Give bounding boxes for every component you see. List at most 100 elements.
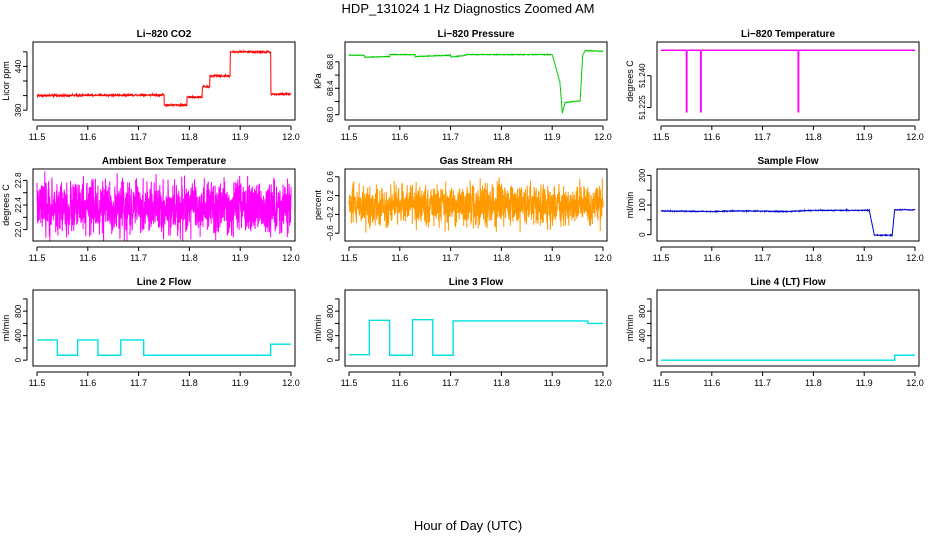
x-tick-label: 11.6 (79, 253, 96, 263)
series-line (348, 177, 604, 233)
chart-title: Sample Flow (757, 156, 818, 167)
x-tick-label: 11.7 (754, 253, 771, 263)
y-tick-label: 68.0 (326, 106, 335, 122)
x-tick-label: 12.0 (282, 132, 300, 142)
x-tick-label: 11.5 (29, 378, 46, 388)
y-tick-label: −0.2 (326, 206, 335, 222)
x-tick-label: 11.8 (805, 253, 822, 263)
x-tick-label: 11.8 (805, 132, 822, 142)
x-tick-label: 12.0 (282, 253, 300, 263)
series-line (349, 319, 603, 356)
y-tick-label: 0.6 (326, 171, 335, 183)
y-tick-label: 440 (14, 59, 23, 73)
plot-frame (32, 289, 296, 367)
x-tick-label: 11.7 (130, 253, 147, 263)
y-tick-label: 22.4 (14, 197, 23, 213)
x-tick-label: 11.9 (544, 378, 561, 388)
plot-frame (344, 168, 608, 242)
plot-frame (656, 289, 920, 367)
chart-title: Line 3 Flow (449, 277, 504, 288)
x-tick-label: 11.5 (653, 253, 670, 263)
chart-panel: Li−820 Pressure kPa 11.5 11.6 11.7 11.8 11.9 12… (313, 29, 612, 142)
y-tick-label: 380 (14, 103, 23, 117)
x-tick-label: 11.9 (856, 253, 873, 263)
x-tick-label: 11.7 (754, 378, 771, 388)
x-tick-label: 11.9 (232, 378, 249, 388)
chart-title: Li−820 CO2 (137, 29, 192, 40)
x-tick-label: 12.0 (594, 132, 612, 142)
x-tick-label: 11.6 (79, 378, 96, 388)
x-tick-label: 11.7 (130, 132, 147, 142)
figure-title: HDP_131024 1 Hz Diagnostics Zoomed AM (341, 1, 595, 16)
chart-panel: Sample Flow ml/min 11.5 11.6 11.7 11.8 11.9 12.… (625, 156, 924, 263)
y-tick-label: −0.6 (326, 225, 335, 241)
x-tick-label: 11.5 (29, 253, 46, 263)
series-line (661, 354, 915, 361)
y-tick-label: 400 (638, 328, 647, 342)
y-tick-label: 800 (14, 304, 23, 318)
x-tick-label: 11.8 (181, 132, 198, 142)
x-tick-label: 11.8 (493, 378, 510, 388)
x-tick-label: 12.0 (906, 378, 924, 388)
plot-frame (32, 41, 296, 121)
chart-panel: Li−820 Temperature degrees C 11.5 11.6 11.7 1… (625, 29, 924, 142)
y-tick-label: 22.8 (14, 172, 23, 188)
x-tick-label: 11.5 (341, 132, 358, 142)
x-tick-label: 12.0 (282, 378, 300, 388)
chart-title: Gas Stream RH (440, 156, 513, 167)
y-tick-label: 51.225 (638, 95, 647, 120)
x-tick-label: 11.7 (130, 378, 147, 388)
y-tick-label: 68.4 (326, 80, 335, 96)
y-tick-label: 400 (326, 328, 335, 342)
x-tick-label: 11.8 (181, 378, 198, 388)
x-tick-label: 11.7 (754, 132, 771, 142)
y-tick-label: 68.8 (326, 54, 335, 70)
figure-x-axis-label: Hour of Day (UTC) (413, 518, 523, 533)
plot-frame (656, 168, 920, 242)
x-tick-label: 12.0 (906, 253, 924, 263)
y-tick-label: 0 (638, 232, 647, 237)
y-axis-label: Licor ppm (1, 61, 11, 101)
y-tick-label: 0.2 (326, 189, 335, 201)
chart-panel: Line 3 Flow ml/min 11.5 11.6 11.7 11.8 11.9 12.… (313, 277, 612, 388)
chart-panel: Gas Stream RH percent 11.5 11.6 11.7 11.8 11.9… (313, 156, 612, 263)
x-tick-label: 11.8 (805, 378, 822, 388)
x-tick-label: 12.0 (594, 378, 612, 388)
series-line (37, 339, 291, 356)
x-tick-label: 11.6 (391, 132, 408, 142)
x-tick-label: 11.5 (29, 132, 46, 142)
x-tick-label: 11.6 (391, 378, 408, 388)
y-axis-label: degrees C (625, 60, 635, 102)
chart-title: Li−820 Pressure (438, 29, 515, 40)
plot-frame (32, 168, 296, 242)
chart-title: Ambient Box Temperature (102, 156, 227, 167)
x-tick-label: 11.6 (703, 378, 720, 388)
x-tick-label: 12.0 (906, 132, 924, 142)
y-tick-label: 51.240 (638, 63, 647, 88)
x-tick-label: 11.8 (181, 253, 198, 263)
x-tick-label: 11.6 (703, 132, 720, 142)
y-tick-label: 0 (14, 357, 23, 362)
chart-panel: Line 4 (LT) Flow ml/min 11.5 11.6 11.7 11.8 11… (625, 277, 924, 388)
series-line (348, 49, 604, 114)
x-tick-label: 11.5 (653, 132, 670, 142)
chart-title: Li−820 Temperature (741, 29, 835, 40)
y-axis-label: ml/min (625, 192, 635, 219)
x-tick-label: 11.9 (232, 253, 249, 263)
chart-title: Line 4 (LT) Flow (750, 277, 826, 288)
y-tick-label: 0 (638, 357, 647, 362)
x-tick-label: 11.8 (493, 132, 510, 142)
x-tick-label: 11.9 (856, 132, 873, 142)
x-tick-label: 11.9 (544, 132, 561, 142)
y-tick-label: 200 (638, 168, 647, 182)
x-tick-label: 11.5 (653, 378, 670, 388)
x-tick-label: 11.5 (341, 253, 358, 263)
y-axis-label: kPa (313, 73, 323, 89)
y-tick-label: 400 (14, 328, 23, 342)
chart-panel: Li−820 CO2 Licor ppm 11.5 11.6 11.7 11.8 11.9 1… (1, 29, 300, 142)
series-line (661, 49, 915, 113)
y-tick-label: 800 (326, 304, 335, 318)
y-tick-label: 0 (326, 357, 335, 362)
x-tick-label: 11.5 (341, 378, 358, 388)
